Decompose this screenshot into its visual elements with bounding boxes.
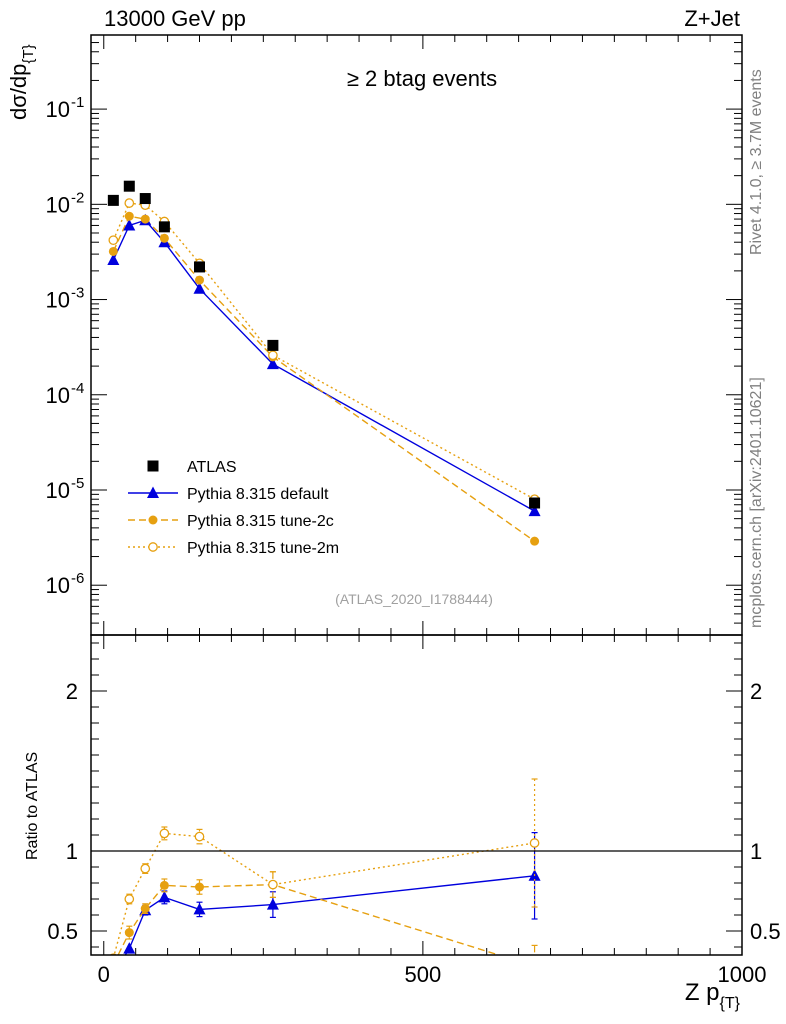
data-point-pythia-8-315-tune-2c [140,214,150,224]
header-right-label: Z+Jet [684,6,740,31]
data-point-pythia-8-315-default [123,218,136,231]
y-main-tick-base: 10 [46,97,70,122]
series-line-pythia-8-315-default [112,219,535,512]
data-point-pythia-8-315-default [193,282,206,294]
y-main-tick-exponent: -5 [71,475,84,492]
header-left-label: 13000 GeV pp [104,6,246,31]
ratio-plot-frame [90,634,743,956]
ratio-point-pythia-8-315-tune-2m [124,894,135,904]
y-main-tick-base: 10 [46,192,70,217]
legend: ATLAS Pythia 8.315 default Pythia 8.315 tu… [128,459,339,557]
data-point-pythia-8-315-tune-2c [108,246,118,256]
ratio-point-pythia-8-315-tune-2m [268,879,278,890]
legend-marker-atlas [147,460,159,472]
y-main-tick-base: 10 [46,383,70,408]
x-tick-label: 500 [405,962,442,987]
ratio-point-pythia-8-315-tune-2c [159,880,169,890]
y-ratio-tick-label-left: 1 [66,839,78,864]
data-point-atlas [139,193,151,205]
y-ratio-tick-label-right: 1 [750,839,762,864]
data-point-atlas [267,339,279,351]
y-axis-label-ratio: Ratio to ATLAS [24,752,41,860]
ratio-line-pythia-8-315-tune-2c [117,883,502,955]
y-main-tick-label: 10-6 [46,570,85,598]
data-point-atlas [107,194,119,206]
x-axis-label-text: Z p [685,979,720,1006]
ratio-line-pythia-8-315-tune-2m [113,832,535,955]
y-main-tick-exponent: -2 [71,189,84,206]
y-ratio-tick-label-right: 0.5 [750,919,781,944]
data-point-atlas [194,261,205,273]
legend-label-pythia-8-315-tune-2m: Pythia 8.315 tune-2m [187,540,339,557]
mcplots-source-label: mcplots.cern.ch [arXiv:2401.10621] [748,377,765,628]
series-line-pythia-8-315-tune-2m [112,202,535,500]
ratio-point-pythia-8-315-tune-2c [109,960,118,969]
y-ratio-tick-label-left: 2 [66,679,78,704]
data-point-pythia-8-315-tune-2m [108,235,119,246]
data-point-pythia-8-315-tune-2m [124,198,135,208]
y-main-tick-base: 10 [46,478,70,503]
data-point-pythia-8-315-tune-2m [268,350,278,361]
y-main-tick-exponent: -1 [71,94,84,111]
data-point-pythia-8-315-tune-2c [159,233,169,243]
legend-marker-pythia-8-315-default [147,486,159,498]
y-main-tick-label: 10-5 [46,475,85,503]
chart-title: ≥ 2 btag events [347,66,497,91]
y-axis-label-main-text: dσ/dp [6,64,31,120]
ratio-point-pythia-8-315-tune-2c [124,928,134,938]
y-main-tick-exponent: -4 [71,380,84,397]
main-plot-marks [107,180,541,546]
data-point-pythia-8-315-default [107,253,120,266]
ratio-plot-marks [109,778,541,971]
data-point-pythia-8-315-tune-2c [124,211,134,221]
ratio-point-pythia-8-315-tune-2c [530,962,539,971]
x-axis-label: Z p{T} [685,979,741,1012]
analysis-id-label: (ATLAS_2020_I1788444) [335,591,493,607]
data-point-atlas [529,497,541,509]
ratio-point-pythia-8-315-tune-2m [159,828,170,839]
ratio-point-pythia-8-315-default [123,942,136,954]
legend-label-pythia-8-315-default: Pythia 8.315 default [187,486,329,503]
ratio-point-pythia-8-315-tune-2m [140,863,151,874]
y-main-tick-label: 10-3 [46,285,85,313]
ratio-point-pythia-8-315-tune-2m [529,838,540,848]
x-axis-label-subscript: {T} [720,995,741,1012]
y-axis-label-main: dσ/dp{T} [6,44,37,120]
ratio-point-pythia-8-315-default [158,890,171,903]
data-point-pythia-8-315-tune-2c [195,275,204,285]
x-tick-label: 0 [98,962,110,987]
legend-marker-pythia-8-315-tune-2m [148,542,158,552]
data-point-pythia-8-315-default [266,357,279,370]
legend-label-pythia-8-315-tune-2c: Pythia 8.315 tune-2c [187,513,334,530]
ratio-point-pythia-8-315-tune-2c [140,904,150,914]
ratio-point-pythia-8-315-tune-2m [194,831,205,842]
y-main-tick-label: 10-2 [46,189,85,217]
y-main-tick-base: 10 [46,288,70,313]
y-ratio-tick-label-right: 2 [750,679,762,704]
y-main-tick-label: 10-1 [46,94,85,122]
data-point-pythia-8-315-tune-2c [530,536,540,546]
x-tick-label: 1000 [718,962,767,987]
ratio-line-pythia-8-315-default [124,875,535,955]
data-point-pythia-8-315-default [528,504,541,517]
rivet-version-label: Rivet 4.1.0, ≥ 3.7M events [748,69,765,255]
y-axis-label-main-subscript: {T} [20,44,37,63]
y-main-tick-label: 10-4 [46,380,85,408]
y-main-tick-exponent: -3 [71,285,84,302]
data-point-atlas [158,221,170,233]
legend-label-atlas: ATLAS [187,459,237,476]
y-main-tick-exponent: -6 [71,570,84,587]
ratio-point-pythia-8-315-default [193,902,206,915]
ratio-point-pythia-8-315-default [266,898,279,910]
data-point-atlas [123,180,135,192]
y-main-tick-base: 10 [46,573,70,598]
ratio-point-pythia-8-315-tune-2c [195,882,204,892]
y-ratio-tick-label-left: 0.5 [47,919,78,944]
legend-marker-pythia-8-315-tune-2c [148,515,158,525]
